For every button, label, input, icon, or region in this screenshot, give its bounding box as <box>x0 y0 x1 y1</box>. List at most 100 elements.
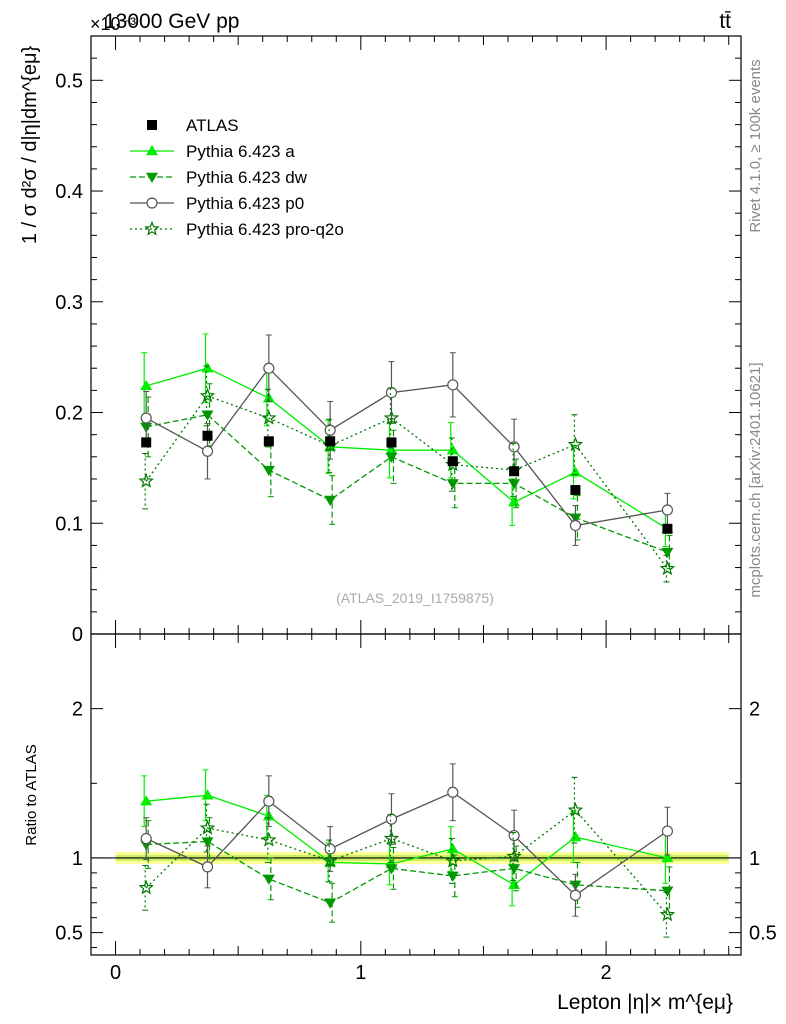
ratio-axis-label: Ratio to ATLAS <box>23 744 40 845</box>
ratio-point <box>324 898 337 909</box>
ratio-point <box>447 786 459 798</box>
atlas-point <box>202 430 213 441</box>
series-point <box>324 495 337 507</box>
ratio-point <box>569 831 582 842</box>
series-ratio-line <box>145 809 668 916</box>
legend-marker <box>146 197 158 209</box>
y-tick-label: 0.1 <box>55 513 83 535</box>
atlas-point <box>570 485 581 496</box>
series-point <box>201 410 214 421</box>
series-point <box>140 412 152 424</box>
series-2-ratio <box>140 763 674 917</box>
series-2-main <box>140 334 674 546</box>
analysis-watermark: (ATLAS_2019_I1759875) <box>336 590 494 606</box>
y-axis-label: 1 / σ d²σ / d|η|dm^{eμ} <box>19 46 41 245</box>
series-point <box>262 465 275 477</box>
ratio-point <box>661 825 674 837</box>
ratio-point <box>506 848 522 864</box>
legend-label: Pythia 6.423 pro-q2o <box>186 220 344 239</box>
series-line <box>145 367 668 527</box>
series-point <box>263 362 275 374</box>
ratio-point <box>201 789 214 800</box>
ratio-point <box>140 795 153 806</box>
ratio-point <box>508 878 521 890</box>
energy-label: 13000 GeV pp <box>104 10 239 33</box>
ratio-point <box>385 864 398 875</box>
series-line <box>146 413 668 553</box>
ratio-point <box>508 829 520 842</box>
series-point <box>508 479 521 490</box>
series-point <box>508 441 520 453</box>
ratio-point <box>263 795 275 807</box>
atlas-point <box>662 523 673 534</box>
series-point <box>661 547 674 559</box>
series-3-main <box>138 365 676 583</box>
ratio-point <box>138 879 154 895</box>
ratio-point <box>260 831 277 847</box>
ratio-point <box>659 906 676 922</box>
series-point <box>383 409 400 425</box>
ratio-point <box>201 861 214 873</box>
x-tick-label: 0 <box>110 962 121 984</box>
x-tick-label: 1 <box>355 962 366 984</box>
legend: ATLAS Pythia 6.423 a Pythia 6.423 dw Pythia… <box>130 116 344 239</box>
ratio-point <box>567 802 584 817</box>
ratio-point <box>661 851 674 863</box>
process-label: tt̄ <box>719 10 731 33</box>
ratio-tick-label-right: 2 <box>749 699 760 721</box>
ratio-point <box>446 842 459 854</box>
ratio-point <box>385 813 398 825</box>
ratio-point <box>322 852 338 868</box>
series-point <box>659 560 676 576</box>
ratio-tick-label: 1 <box>72 848 83 870</box>
series-point <box>567 436 584 452</box>
ratio-point <box>661 886 674 897</box>
series-point <box>138 473 154 488</box>
series-point <box>385 386 398 399</box>
y-tick-label: 0.3 <box>55 292 83 314</box>
ratio-point <box>383 830 400 846</box>
legend-label: Pythia 6.423 dw <box>186 168 308 187</box>
series-0-ratio <box>140 769 674 907</box>
ratio-point <box>262 874 275 885</box>
legend-label: Pythia 6.423 p0 <box>186 194 304 213</box>
series-ratio-line <box>146 794 668 886</box>
series-point <box>661 504 674 516</box>
ratio-point <box>140 832 152 845</box>
y-tick-label: 0.2 <box>55 403 83 425</box>
atlas-point <box>386 437 397 448</box>
legend-label-atlas: ATLAS <box>186 116 239 135</box>
ratio-frame <box>90 633 742 956</box>
ratio-tick-label-right: 0.5 <box>749 923 777 945</box>
atlas-point <box>141 437 152 448</box>
series-line <box>145 395 668 570</box>
series-point <box>446 444 459 455</box>
series-point <box>508 496 521 507</box>
series-point <box>201 445 214 457</box>
series-point <box>260 409 277 425</box>
legend-label: Pythia 6.423 a <box>186 142 295 161</box>
ratio-point <box>446 871 459 882</box>
legend-marker <box>146 145 158 156</box>
x-axis-label: Lepton |η|× m^{eμ} <box>557 991 733 1014</box>
mcplots-label: mcplots.cern.ch [arXiv:2401.10621] <box>747 362 764 597</box>
ratio-tick-label: 0.5 <box>55 923 83 945</box>
rivet-label: Rivet 4.1.0, ≥ 100k events <box>747 59 764 232</box>
ratio-point <box>324 843 336 855</box>
series-point <box>446 479 459 490</box>
series-point <box>199 387 216 403</box>
ratio-point <box>445 852 461 868</box>
series-ratio-line <box>146 840 668 904</box>
x-tick-label: 2 <box>601 962 612 984</box>
series-1-ratio <box>140 817 674 923</box>
ratio-point <box>569 889 582 901</box>
ratio-tick-label: 2 <box>72 699 83 721</box>
ratio-point <box>199 819 216 835</box>
legend-marker <box>144 220 160 236</box>
atlas-point <box>509 466 520 477</box>
series-point <box>447 379 459 391</box>
ratio-panel: 0 1 2 0.5 0.5 1 1 2 2 <box>55 633 777 984</box>
legend-marker <box>146 172 158 183</box>
atlas-point <box>263 436 274 447</box>
